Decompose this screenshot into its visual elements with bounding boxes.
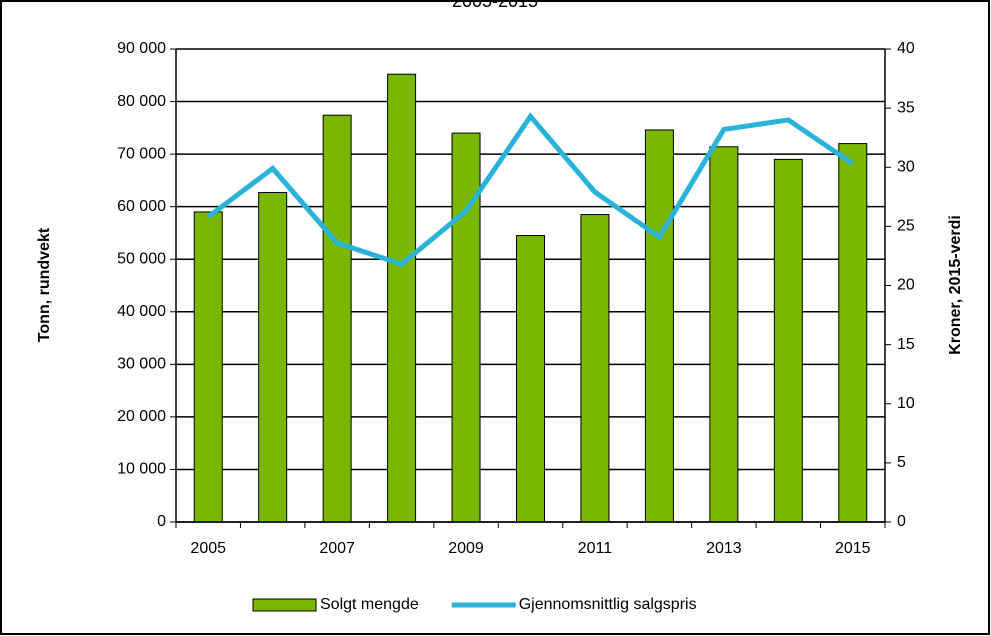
y-tick-label: 60 000: [117, 198, 166, 215]
bar: [838, 143, 868, 523]
bar: [387, 73, 417, 523]
y2-tick-label: 20: [897, 277, 915, 294]
x-tick-label: 2007: [319, 540, 355, 557]
bar: [258, 191, 288, 523]
legend-swatch: [252, 598, 317, 612]
y2-tick-label: 15: [897, 336, 915, 353]
y2-tick-label: 5: [897, 454, 906, 471]
y2-axis-title: Kroner, 2015-verdi: [947, 215, 964, 355]
chart-title: 2005-2015: [452, 0, 538, 11]
bar: [322, 114, 352, 523]
y2-tick-label: 30: [897, 158, 915, 175]
bar: [193, 211, 223, 523]
y-tick-label: 40 000: [117, 303, 166, 320]
y-tick-label: 20 000: [117, 408, 166, 425]
y-tick-label: 30 000: [117, 356, 166, 373]
y-axis-title: Tonn, rundvekt: [36, 227, 53, 342]
y2-tick-label: 25: [897, 218, 915, 235]
y-tick-label: 70 000: [117, 145, 166, 162]
line-series: [206, 112, 855, 268]
y-tick-label: 80 000: [117, 93, 166, 110]
y2-tick-label: 10: [897, 395, 915, 412]
x-tick-label: 2005: [190, 540, 226, 557]
y-tick-label: 0: [157, 513, 166, 530]
bar: [451, 132, 481, 523]
bar: [644, 129, 674, 523]
bar: [773, 158, 803, 523]
y-tick-label: 50 000: [117, 250, 166, 267]
bar: [580, 214, 610, 523]
legend-label: Gjennomsnittlig salgspris: [519, 596, 697, 613]
bar: [516, 235, 545, 523]
x-tick-label: 2013: [706, 540, 742, 557]
x-tick-label: 2015: [835, 540, 871, 557]
legend-label: Solgt mengde: [320, 596, 419, 613]
x-tick-label: 2011: [578, 540, 613, 557]
bar: [709, 146, 739, 523]
y-tick-label: 10 000: [117, 461, 166, 478]
x-tick-label: 2009: [448, 540, 484, 557]
y2-tick-label: 35: [897, 99, 915, 116]
y-tick-label: 90 000: [117, 40, 166, 57]
y2-tick-label: 40: [897, 40, 915, 57]
y2-tick-label: 0: [897, 513, 906, 530]
